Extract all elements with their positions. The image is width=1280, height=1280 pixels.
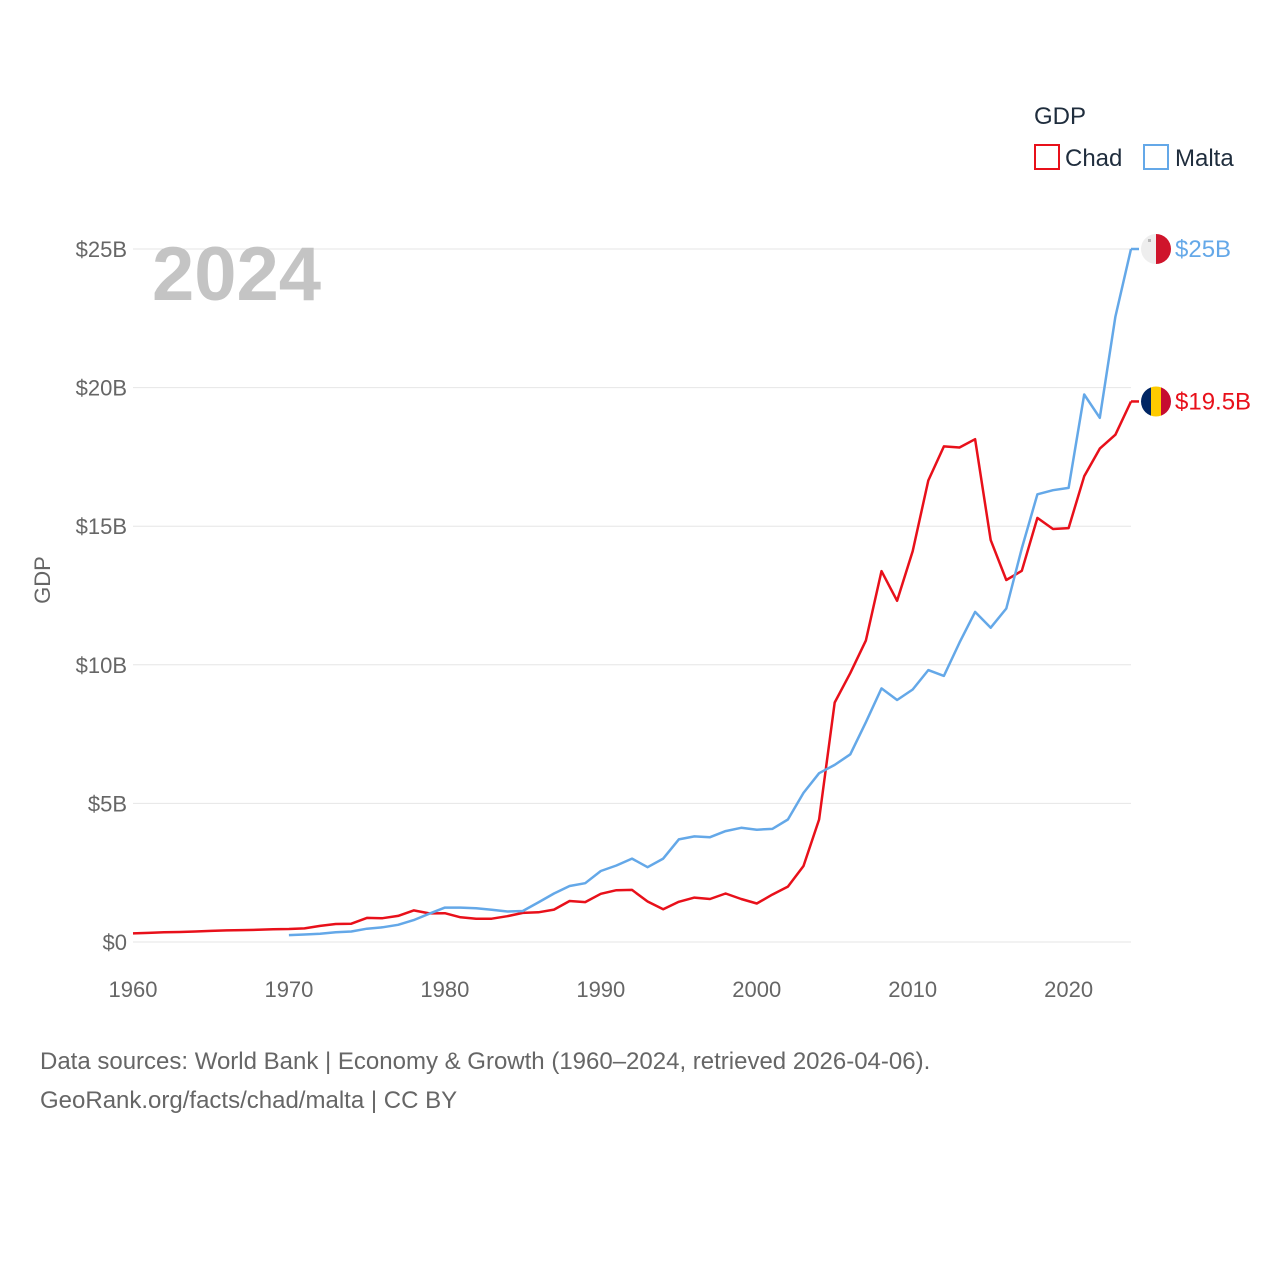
y-tick-label: $0: [103, 930, 127, 955]
x-tick-label: 2020: [1044, 977, 1093, 1002]
legend: GDP Chad Malta: [1034, 103, 1234, 172]
y-tick-label: $25B: [76, 237, 127, 262]
source-line-1: Data sources: World Bank | Economy & Gro…: [40, 1048, 931, 1075]
x-tick-label: 2010: [888, 977, 937, 1002]
legend-label-malta[interactable]: Malta: [1175, 145, 1234, 172]
x-tick-label: 2000: [732, 977, 781, 1002]
legend-label-chad[interactable]: Chad: [1065, 145, 1122, 172]
source-note: Data sources: World Bank | Economy & Gro…: [40, 1042, 1240, 1120]
y-tick-label: $15B: [76, 514, 127, 539]
end-value-label-malta: $25B: [1175, 236, 1231, 263]
x-tick-label: 1970: [264, 977, 313, 1002]
x-tick-label: 1960: [109, 977, 158, 1002]
malta-flag-icon: [1141, 234, 1171, 264]
gridlines: [133, 248, 1131, 943]
y-tick-label: $20B: [76, 376, 127, 401]
y-tick-label: $10B: [76, 653, 127, 678]
series-end-markers: $19.5B $25B: [1131, 234, 1251, 417]
y-tick-label: $5B: [88, 791, 127, 816]
x-axis-ticks: 1960 1970 1980 1990 2000 2010 2020: [109, 977, 1094, 1002]
legend-title: GDP: [1034, 103, 1086, 130]
chad-flag-icon: [1141, 386, 1171, 417]
series-lines: [132, 248, 1133, 937]
end-value-label-chad: $19.5B: [1175, 388, 1251, 415]
y-axis-ticks: $0 $5B $10B $15B $20B $25B: [76, 237, 127, 955]
x-tick-label: 1980: [420, 977, 469, 1002]
current-year-label: 2024: [152, 232, 321, 317]
series-line-chad[interactable]: [132, 400, 1133, 935]
legend-swatch-malta[interactable]: [1143, 144, 1169, 170]
series-line-malta[interactable]: [288, 248, 1133, 937]
y-axis-title: GDP: [30, 556, 55, 604]
legend-swatch-chad[interactable]: [1034, 144, 1060, 170]
x-tick-label: 1990: [576, 977, 625, 1002]
gdp-line-chart: $0 $5B $10B $15B $20B $25B 1960 1970 1980 1990 20…: [30, 103, 1251, 1002]
source-line-2: GeoRank.org/facts/chad/malta | CC BY: [40, 1087, 458, 1114]
